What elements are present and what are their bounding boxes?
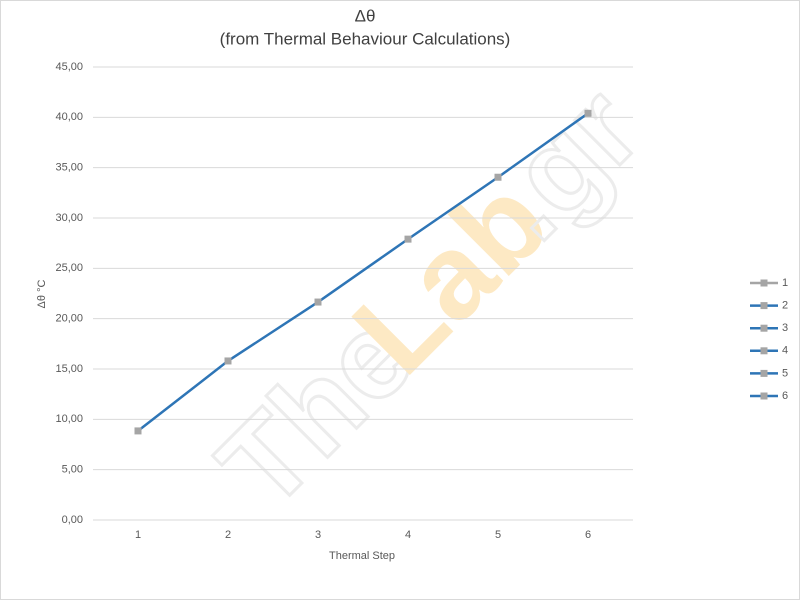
legend-marker [760, 347, 768, 355]
x-tick-label: 4 [405, 529, 411, 541]
legend-marker [760, 279, 768, 287]
legend-label: 4 [782, 345, 788, 357]
y-axis-label: Δθ °C [36, 280, 48, 309]
chart-title: Δθ [355, 6, 376, 25]
legend-label: 5 [782, 367, 788, 379]
x-tick-label: 5 [495, 529, 501, 541]
marker [494, 173, 502, 181]
line [137, 112, 589, 432]
legend-label: 3 [782, 322, 788, 334]
legend-label: 1 [782, 277, 788, 289]
marker [584, 109, 592, 117]
y-tick-label: 40,00 [55, 111, 83, 123]
y-tick-label: 0,00 [62, 514, 83, 526]
y-tick-label: 35,00 [55, 162, 83, 174]
marker [404, 235, 412, 243]
x-tick-label: 3 [315, 529, 321, 541]
legend-marker [760, 302, 768, 310]
y-tick-label: 30,00 [55, 212, 83, 224]
x-tick-label: 6 [585, 529, 591, 541]
legend-marker [760, 324, 768, 332]
legend-marker [760, 392, 768, 400]
marker [134, 427, 142, 435]
x-tick-label: 1 [135, 529, 141, 541]
x-tick-label: 2 [225, 529, 231, 541]
legend-label: 6 [782, 390, 788, 402]
x-axis-label: Thermal Step [329, 550, 395, 562]
y-tick-label: 20,00 [55, 313, 83, 325]
y-tick-label: 5,00 [62, 464, 83, 476]
y-tick-label: 15,00 [55, 363, 83, 375]
marker [314, 298, 322, 306]
marker [224, 357, 232, 365]
y-tick-label: 45,00 [55, 61, 83, 73]
chart-subtitle: (from Thermal Behaviour Calculations) [220, 29, 511, 48]
legend-marker [760, 369, 768, 377]
legend-label: 2 [782, 300, 788, 312]
y-tick-label: 10,00 [55, 413, 83, 425]
y-tick-label: 25,00 [55, 262, 83, 274]
